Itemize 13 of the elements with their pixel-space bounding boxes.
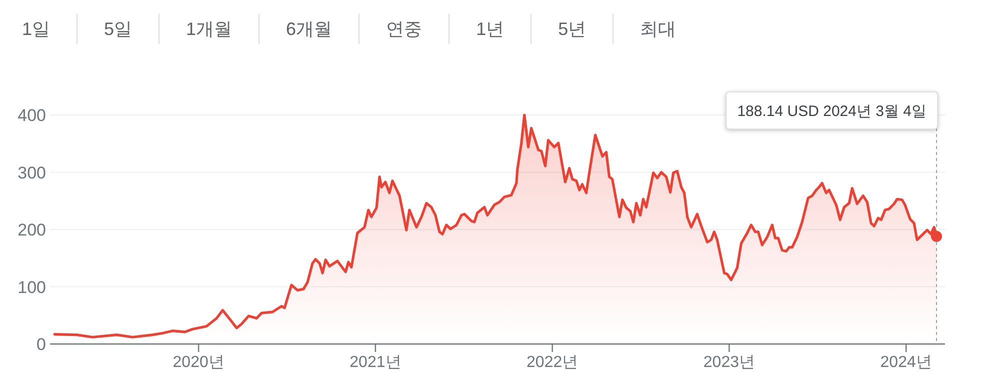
annotation: 188.14 USD 2024년 3월 4일 (737, 103, 927, 120)
x-tick-label: 2023년 (703, 354, 756, 371)
y-tick-label: 0 (36, 335, 46, 354)
x-tick-label: 2021년 (350, 354, 402, 371)
tooltip: 188.14 USD 2024년 3월 4일 (726, 92, 938, 130)
y-tick-label: 400 (18, 106, 46, 125)
y-tick-label: 100 (18, 278, 46, 297)
y-tick-label: 300 (18, 163, 46, 182)
tabs: 1일 5일 1개월 6개월 연중 1년 5년 최대 (22, 14, 676, 44)
x-tick-label: 2022년 (526, 354, 578, 371)
x-tick-label: 2024년 (880, 354, 932, 371)
x-tick-label: 2020년 (172, 354, 224, 371)
y-tick-label: 200 (18, 220, 46, 240)
